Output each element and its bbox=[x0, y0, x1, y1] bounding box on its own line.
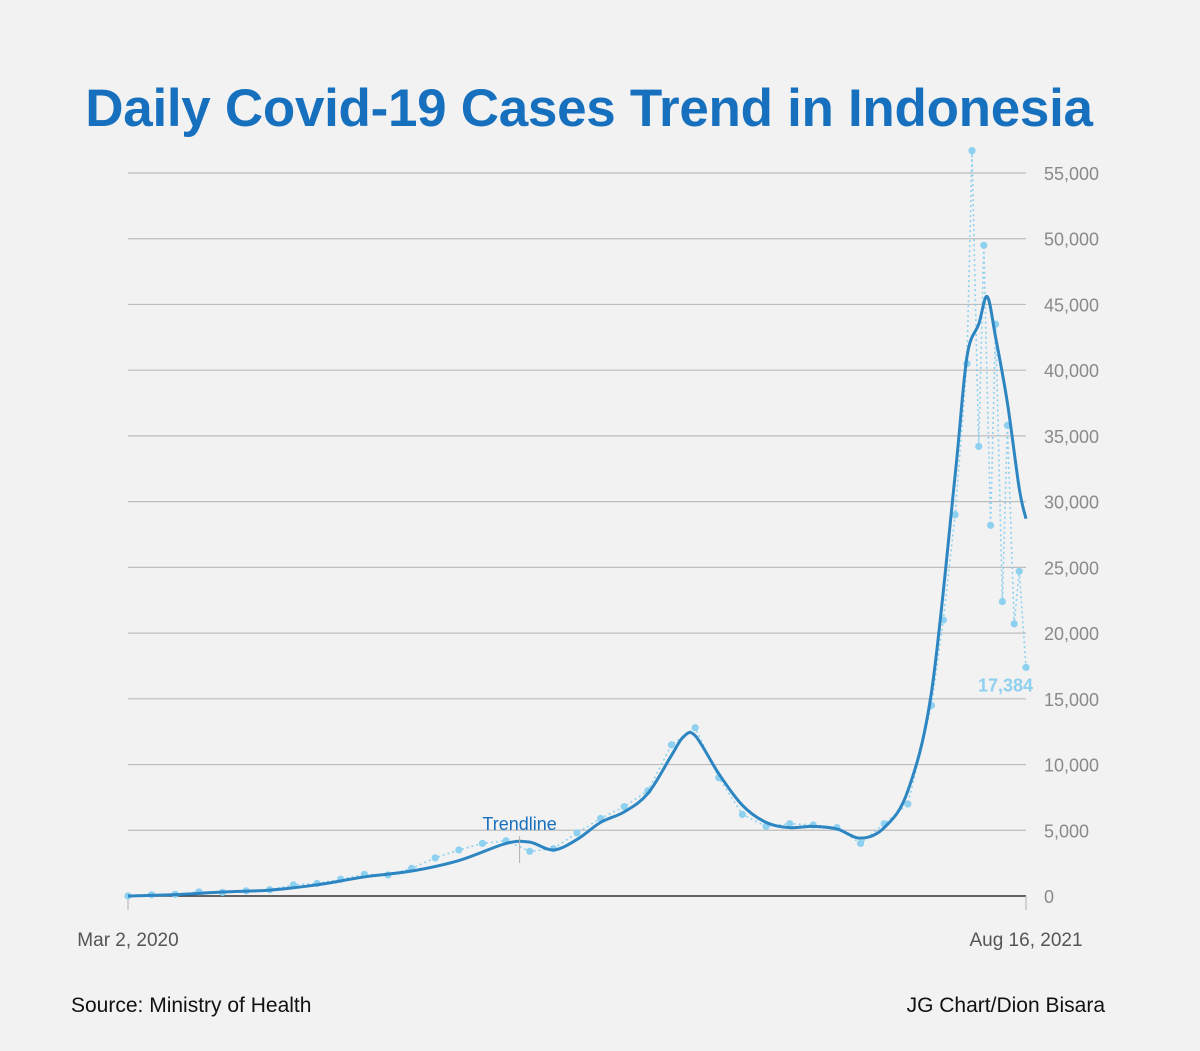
y-tick-label: 0 bbox=[1044, 887, 1054, 907]
x-tick-label: Aug 16, 2021 bbox=[969, 930, 1082, 951]
daily-cases-line bbox=[127, 150, 1027, 897]
y-tick-label: 40,000 bbox=[1044, 361, 1099, 381]
y-tick-label: 10,000 bbox=[1044, 756, 1099, 776]
data-point bbox=[986, 521, 995, 529]
trendline-series bbox=[127, 295, 1028, 898]
chart-title: Daily Covid-19 Cases Trend in Indonesia bbox=[85, 79, 1093, 138]
data-point bbox=[667, 741, 676, 749]
y-tick-label: 20,000 bbox=[1044, 624, 1099, 644]
grid-lines bbox=[128, 172, 1026, 897]
data-point bbox=[431, 854, 439, 862]
y-tick-label: 55,000 bbox=[1044, 164, 1099, 184]
data-point bbox=[904, 800, 912, 808]
y-tick-label: 35,000 bbox=[1044, 427, 1099, 447]
data-point bbox=[1015, 567, 1023, 575]
data-point bbox=[526, 847, 534, 855]
data-point bbox=[856, 839, 865, 848]
daily-cases-connector bbox=[127, 150, 1027, 897]
trendline bbox=[127, 295, 1028, 898]
data-point bbox=[620, 803, 628, 811]
chart-annotations: Trendline 17,384 bbox=[482, 675, 1033, 864]
y-axis-tick-labels: 0 5,000 10,000 15,000 20,000 25,000 30,000 35,0… bbox=[1044, 164, 1099, 907]
y-tick-label: 45,000 bbox=[1044, 295, 1099, 315]
data-point bbox=[968, 147, 976, 155]
data-point bbox=[1022, 663, 1030, 672]
y-tick-label: 50,000 bbox=[1044, 230, 1099, 250]
y-tick-label: 15,000 bbox=[1044, 690, 1099, 710]
y-tick-label: 25,000 bbox=[1044, 558, 1099, 578]
chart-credit: JG Chart/Dion Bisara bbox=[906, 994, 1105, 1017]
daily-cases-points bbox=[124, 147, 1030, 900]
data-point bbox=[980, 241, 988, 249]
data-point bbox=[786, 820, 794, 828]
data-point bbox=[455, 846, 463, 854]
trendline-label: Trendline bbox=[482, 814, 556, 834]
data-point bbox=[951, 511, 959, 519]
latest-value-label: 17,384 bbox=[978, 675, 1033, 695]
y-tick-label: 5,000 bbox=[1044, 821, 1089, 841]
y-tick-label: 30,000 bbox=[1044, 493, 1099, 513]
source-note: Source: Ministry of Health bbox=[71, 994, 312, 1017]
data-point bbox=[998, 597, 1006, 606]
x-axis: Mar 2, 2020 Aug 16, 2021 bbox=[77, 896, 1083, 951]
x-tick-label: Mar 2, 2020 bbox=[77, 930, 178, 951]
data-point bbox=[478, 839, 487, 848]
data-point bbox=[975, 442, 983, 451]
data-point bbox=[691, 724, 699, 732]
data-point bbox=[573, 829, 581, 837]
data-point bbox=[738, 810, 747, 819]
data-point bbox=[1010, 620, 1018, 628]
